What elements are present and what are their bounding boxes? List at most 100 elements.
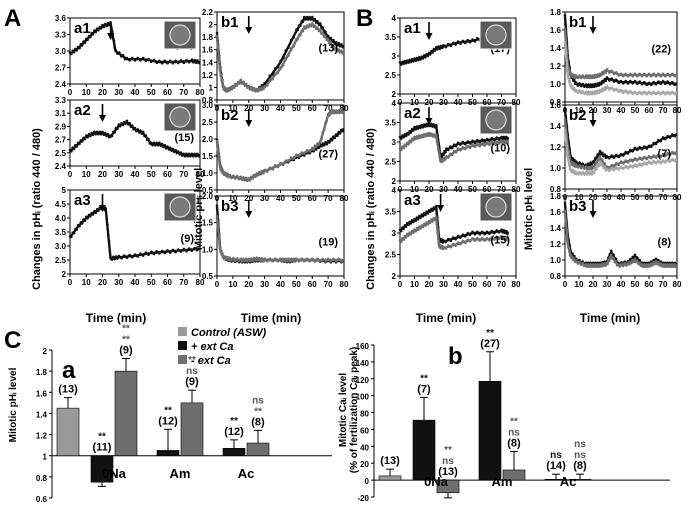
b-b2-series-point <box>590 173 594 176</box>
a-b3-series-point <box>260 257 264 260</box>
c-b-ylabel: Mitotic Caᵢ level <box>338 373 349 447</box>
a-b1-series-point <box>316 26 319 29</box>
b-a2-series-point <box>422 123 426 126</box>
a-a1-series-point <box>163 59 167 63</box>
a-a1-series-point <box>102 25 106 29</box>
a-b1-ytick-label: 1 <box>209 83 214 92</box>
b-b2-series-point <box>569 167 572 171</box>
b-a3-series-point <box>399 229 403 233</box>
a-b1-series-point <box>227 87 230 90</box>
a-a2-series-point <box>170 149 173 152</box>
b-a3-series-point <box>412 220 415 224</box>
b-b3-series-point <box>591 263 595 266</box>
b-b3-series-point <box>588 265 591 269</box>
a-b2-series-point <box>258 171 261 174</box>
a-b1-series-point <box>307 18 310 21</box>
b-a3-series-point <box>412 231 415 235</box>
b-b1-series-point <box>654 92 658 96</box>
b-b1-series-point <box>626 74 630 78</box>
c-a-0na-minus-sig: ** <box>122 334 130 345</box>
a-a3-series-point <box>160 249 164 253</box>
a-b1-series-point <box>218 65 221 69</box>
b-a2-series-point <box>505 135 508 139</box>
b-b1-series-point <box>615 71 618 74</box>
c-b-ytick-label: 160 <box>356 342 370 351</box>
a-a3-series-point <box>114 255 118 258</box>
b-a3-series-point <box>459 236 462 240</box>
b-a3-series-point <box>444 247 448 250</box>
a-b2-series-point <box>226 172 229 176</box>
b-a1-series-point <box>401 60 404 64</box>
a-b1-series-point <box>321 31 325 35</box>
a-b2-series-point <box>337 109 341 112</box>
a-b1-ytick-label: 1.4 <box>202 58 214 67</box>
a-a2-series-point <box>164 147 168 150</box>
b-a1-ytick-label: 3 <box>392 52 397 61</box>
a-b2-series-point <box>303 152 306 156</box>
b-a2-series-point <box>454 144 458 148</box>
b-b3-series-point <box>589 263 592 266</box>
b-b1-series-point <box>574 81 578 85</box>
a-a3-sub-label: a3 <box>74 192 91 209</box>
panel-b-a3: 22.533.540 10 20 30 40 50 60 70 80(15)a3 <box>385 186 521 289</box>
b-b2-series-point <box>631 150 634 153</box>
a-a2-series-point <box>152 141 156 145</box>
a-b1-series-point <box>256 89 260 93</box>
b-a2-series-point <box>450 146 454 150</box>
a-a3-series-point <box>91 213 95 216</box>
a-b2-xtick-label: 70 <box>324 194 333 203</box>
b-b2-series-point <box>589 165 592 169</box>
b-b3-series-point <box>672 265 675 269</box>
c-a-ac-minus-sig: ** <box>254 406 262 417</box>
b-b1-series-point <box>569 83 572 86</box>
b-b3-ytick-label: 1.8 <box>550 192 562 201</box>
a-a3-series-point <box>147 253 150 256</box>
a-b3-series-point <box>243 259 247 263</box>
b-a3-series-point <box>433 207 437 211</box>
b-b3-series-point <box>609 253 613 257</box>
a-b3-series-point <box>280 259 284 263</box>
b-b3-series-point <box>569 253 572 257</box>
a-b2-series-point <box>240 178 244 181</box>
b-b1-series-point <box>585 76 589 80</box>
b-b3-series-point <box>657 261 660 264</box>
b-a1-series-point <box>412 60 415 63</box>
b-b1-series-point <box>629 89 632 93</box>
a-b2-arrow-head <box>245 120 253 127</box>
b-a2-series-point <box>442 153 445 157</box>
c-b-ytick-label: 140 <box>356 359 370 368</box>
b-b3-series-point <box>643 263 646 266</box>
b-b1-series-point <box>664 92 667 96</box>
legend-swatch-control <box>178 327 187 336</box>
a-a3-ytick-label: 5 <box>62 186 67 195</box>
b-a3-series-point <box>501 237 505 241</box>
b-a1-inset-cell <box>485 24 507 46</box>
b-b2-series-point <box>584 163 588 166</box>
a-a2-series-point <box>95 130 99 134</box>
b-a3-series-point <box>433 218 437 222</box>
b-b2-series-point <box>588 173 591 176</box>
b-a2-ytick-label: 2 <box>392 177 397 186</box>
b-a2-series-point <box>471 143 474 146</box>
b-b1-series-point <box>584 74 588 77</box>
b-b2-xtick-label: 40 <box>617 193 626 202</box>
a-b1-series-point <box>276 65 280 69</box>
b-a3-series-point <box>428 210 432 214</box>
c-a-am-minus-n: (9) <box>185 376 199 388</box>
a-b3-series-point <box>273 257 277 261</box>
b-a1-series-point <box>456 40 460 43</box>
b-b2-xtick-label: 20 <box>589 193 598 202</box>
b-a1-series-point <box>409 60 413 64</box>
b-a2-series-point <box>435 123 438 127</box>
a-a3-series-point <box>70 235 73 239</box>
panel-a-a3: 22.53.03.54.04.550 10 20 30 40 50 60 70 80(9)a3 <box>55 186 205 287</box>
b-b3-series-point <box>664 263 667 266</box>
c-b-ytick-label: -20 <box>357 494 369 503</box>
a-b3-series-point <box>240 259 244 263</box>
b-a2-series-point <box>422 133 426 136</box>
b-b2-series-point <box>631 160 634 163</box>
b-b1-series-point <box>666 72 669 76</box>
b-b2-series-point <box>565 144 568 147</box>
b-b1-series-point <box>585 92 589 96</box>
a-a2-series-point <box>182 152 186 156</box>
